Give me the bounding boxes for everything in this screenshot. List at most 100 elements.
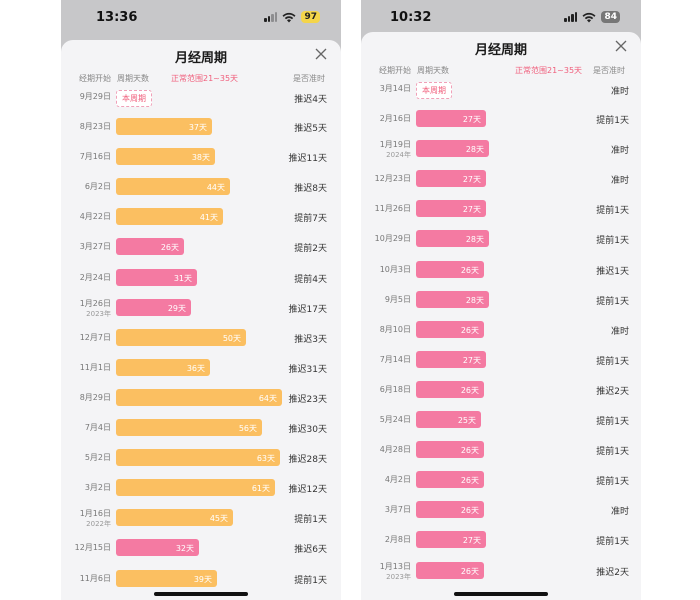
cycle-length-bar[interactable]: 26天 [116, 238, 184, 256]
cycle-length-bar[interactable]: 39天 [116, 569, 217, 587]
close-button[interactable] [313, 46, 329, 62]
cycle-row: 1月26日 2023年 29天 推迟17天 [61, 298, 341, 328]
cycle-timing-status: 提前1天 [294, 515, 327, 526]
cycle-length-label: 37天 [188, 123, 207, 133]
cycle-row: 5月24日 25天 提前1天 [361, 410, 641, 440]
cycle-length-bar[interactable]: 36天 [116, 358, 210, 376]
cycle-length-bar[interactable]: 27天 [416, 110, 486, 128]
column-header-ontime: 是否准时 [593, 66, 625, 75]
cycle-timing-status: 推迟2天 [596, 567, 629, 578]
cycle-length-bar[interactable]: 31天 [116, 268, 197, 286]
cycle-start-date: 6月2日 [69, 182, 111, 192]
cycle-row: 12月7日 50天 推迟3天 [61, 328, 341, 358]
sheet-header: 月经周期 [61, 40, 341, 70]
cycle-length-bar[interactable]: 50天 [116, 328, 246, 346]
cycle-start-date: 7月14日 [365, 355, 411, 365]
cycle-length-bar[interactable]: 28天 [416, 140, 489, 158]
column-header-start: 经期开始 [379, 66, 411, 75]
cycle-length-bar[interactable]: 56天 [116, 419, 262, 437]
cycle-date-text: 12月15日 [74, 543, 111, 553]
cycle-length-bar[interactable]: 61天 [116, 479, 275, 497]
cycle-length-bar[interactable]: 28天 [416, 230, 489, 248]
current-cycle-tag[interactable]: 本周期 [116, 90, 152, 107]
cycle-length-bar[interactable]: 27天 [416, 170, 486, 188]
cycle-length-bar[interactable]: 41天 [116, 208, 223, 226]
cycle-timing-status: 提前1天 [596, 116, 629, 127]
cycle-date-text: 4月28日 [379, 445, 411, 455]
cycle-timing-status: 提前1天 [596, 356, 629, 367]
status-icons: 84 [564, 11, 620, 23]
battery-icon: 84 [601, 11, 620, 23]
cycle-timing-status: 准时 [610, 87, 629, 97]
cycle-length-bar[interactable]: 64天 [116, 388, 282, 406]
cycle-length-bar[interactable]: 26天 [416, 380, 484, 398]
cycle-length-label: 56天 [238, 424, 257, 434]
cycle-row: 1月19日 2024年 28天 准时 [361, 139, 641, 169]
cycle-length-label: 28天 [465, 235, 484, 245]
cycle-row: 4月22日 41天 提前7天 [61, 207, 341, 237]
home-indicator [154, 592, 248, 596]
cycle-length-bar[interactable]: 27天 [416, 531, 486, 549]
current-cycle-tag[interactable]: 本周期 [416, 82, 452, 99]
cycle-date-text: 11月1日 [79, 362, 111, 372]
cycle-row: 5月2日 63天 推迟28天 [61, 448, 341, 478]
cycle-length-bar[interactable]: 28天 [416, 290, 489, 308]
cycle-length-bar[interactable]: 27天 [416, 350, 486, 368]
cycle-timing-status: 推迟31天 [288, 364, 327, 375]
cycle-length-bar[interactable]: 45天 [116, 509, 233, 527]
cycle-length-label: 26天 [460, 476, 479, 486]
cycle-timing-status: 准时 [610, 326, 629, 337]
close-button[interactable] [613, 38, 629, 54]
cycle-timing-status: 准时 [610, 176, 629, 187]
sheet-title: 月经周期 [174, 51, 227, 66]
phone-screenshot-right: 10:32 84 月经周期 经期开始 周期天数 正常范围21~35天 是否准时 … [361, 0, 641, 600]
cycle-date-text: 9月5日 [384, 294, 411, 304]
cycle-length-bar[interactable]: 29天 [116, 298, 191, 316]
cycle-length-bar[interactable]: 38天 [116, 148, 215, 166]
cycle-row: 7月16日 38天 推迟11天 [61, 147, 341, 177]
cycle-date-text: 1月19日 [379, 140, 411, 150]
cycle-length-bar[interactable]: 25天 [416, 411, 481, 429]
cycle-row: 11月26日 27天 提前1天 [361, 199, 641, 229]
cycle-length-label: 26天 [160, 243, 179, 253]
cycle-timing-status: 提前1天 [596, 206, 629, 217]
cycle-length-label: 45天 [209, 514, 228, 524]
cycle-length-bar[interactable]: 26天 [416, 320, 484, 338]
cycle-row: 8月10日 26天 准时 [361, 320, 641, 350]
cycle-date-text: 3月2日 [84, 483, 111, 493]
cycle-length-bar[interactable]: 26天 [416, 501, 484, 519]
cycle-timing-status: 推迟17天 [288, 304, 327, 315]
cycle-length-bar[interactable]: 27天 [416, 200, 486, 218]
cycle-length-bar[interactable]: 26天 [416, 471, 484, 489]
cycle-timing-status: 提前1天 [596, 537, 629, 548]
cycle-date-text: 3月27日 [79, 242, 111, 252]
cycle-date-text: 5月2日 [84, 453, 111, 463]
cycle-start-date: 1月16日 2022年 [69, 509, 111, 529]
cycle-length-label: 26天 [460, 385, 479, 395]
cycle-timing-status: 推迟1天 [596, 266, 629, 277]
sheet-title: 月经周期 [474, 43, 527, 58]
cycle-length-bar[interactable]: 44天 [116, 178, 230, 196]
cycle-start-date: 11月6日 [69, 574, 111, 584]
phone-screenshot-left: 13:36 97 月经周期 经期开始 周期天数 正常范围21~35天 是否准时 … [61, 0, 341, 600]
cycle-timing-status: 提前2天 [294, 244, 327, 255]
cycle-length-bar[interactable]: 26天 [416, 561, 484, 579]
cycle-start-date: 3月27日 [69, 242, 111, 252]
cycle-length-bar[interactable]: 63天 [116, 449, 280, 467]
cycle-date-text: 1月26日 [79, 298, 111, 308]
cycle-length-label: 44天 [206, 183, 225, 193]
cycle-date-text: 8月10日 [379, 324, 411, 334]
cycle-length-bar[interactable]: 26天 [416, 441, 484, 459]
cycle-length-label: 63天 [256, 454, 275, 464]
cycle-start-date: 12月7日 [69, 333, 111, 343]
cycle-start-date: 3月7日 [365, 505, 411, 515]
cycle-start-date: 11月1日 [69, 363, 111, 373]
cycle-date-text: 10月3日 [379, 264, 411, 274]
cycle-length-bar[interactable]: 32天 [116, 539, 199, 557]
column-headers: 经期开始 周期天数 正常范围21~35天 是否准时 [61, 70, 341, 86]
cycle-length-bar[interactable]: 26天 [416, 260, 484, 278]
cycle-date-text: 2月8日 [384, 535, 411, 545]
cycle-row: 8月29日 64天 推迟23天 [61, 388, 341, 418]
cycle-length-bar[interactable]: 37天 [116, 118, 212, 136]
cycle-timing-status: 提前1天 [596, 296, 629, 307]
